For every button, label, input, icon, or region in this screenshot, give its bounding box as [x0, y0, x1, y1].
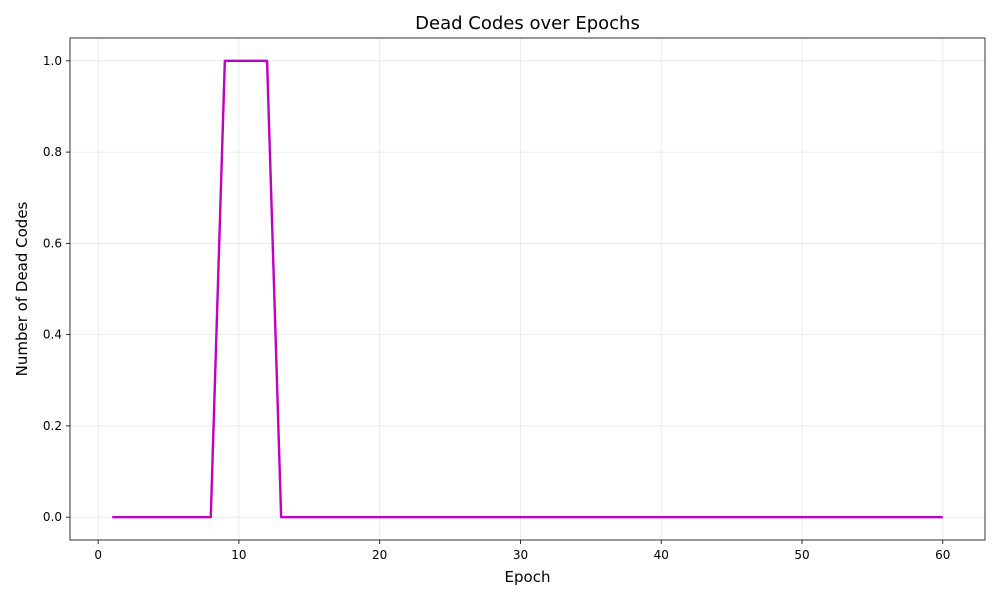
- axes-frame: [69, 37, 986, 541]
- series-layer: [112, 59, 943, 519]
- y-tick-label: 0.8: [43, 145, 62, 159]
- y-tick-label: 1.0: [43, 54, 62, 68]
- y-axis-label: Number of Dead Codes: [13, 201, 31, 376]
- y-tick-label: 0.6: [43, 236, 62, 250]
- y-tick-label: 0.0: [43, 510, 62, 524]
- x-tick-label: 50: [794, 548, 809, 562]
- x-tick-label: 40: [654, 548, 669, 562]
- x-tick-label: 10: [231, 548, 246, 562]
- x-tick-label: 30: [513, 548, 528, 562]
- x-tick-label: 20: [372, 548, 387, 562]
- x-axis-label: Epoch: [505, 568, 551, 586]
- x-tick-label: 0: [94, 548, 102, 562]
- x-tick-label: 60: [935, 548, 950, 562]
- y-tick-label: 0.4: [43, 328, 62, 342]
- chart-title: Dead Codes over Epochs: [415, 13, 640, 34]
- y-tick-label: 0.2: [43, 419, 62, 433]
- ticks: 0 10 20 30 40 50 60 0.0 0.2 0.4 0.6 0.8 1.0: [43, 54, 951, 562]
- series-line: [112, 59, 943, 519]
